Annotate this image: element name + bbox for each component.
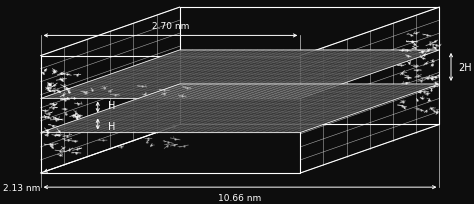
Polygon shape <box>41 84 439 133</box>
Text: 10.66 nm: 10.66 nm <box>219 193 262 202</box>
Polygon shape <box>41 51 439 99</box>
Text: 2H: 2H <box>458 63 472 73</box>
Text: H: H <box>108 121 115 131</box>
Text: H: H <box>108 100 115 110</box>
Text: 2.13 nm: 2.13 nm <box>3 183 41 192</box>
Text: 2.70 nm: 2.70 nm <box>152 22 189 31</box>
